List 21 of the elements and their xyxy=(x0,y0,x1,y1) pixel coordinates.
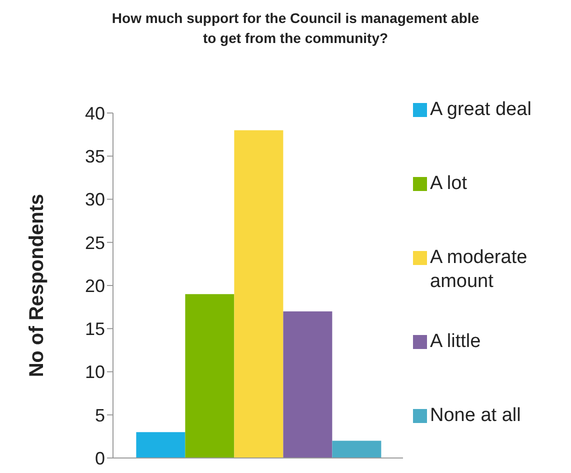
y-tick-label: 10 xyxy=(84,362,105,382)
y-tick-label: 40 xyxy=(84,103,105,124)
y-axis-title: No of Respondents xyxy=(26,194,48,378)
bar xyxy=(332,440,382,458)
bar xyxy=(185,294,234,458)
bar xyxy=(234,130,284,458)
y-tick-label: 30 xyxy=(84,190,105,210)
legend-label: None at all xyxy=(430,404,521,428)
bar xyxy=(136,432,186,458)
y-tick-label: 20 xyxy=(84,276,105,296)
legend-label: A great deal xyxy=(430,98,532,122)
y-tick-label: 35 xyxy=(84,146,105,167)
chart-title: How much support for the Council is management able to get from the community? xyxy=(110,9,480,48)
legend-label: A lot xyxy=(430,172,467,196)
y-tick-label: 25 xyxy=(84,232,105,253)
y-tick-label: 5 xyxy=(94,405,105,426)
bar xyxy=(283,311,332,458)
y-tick-label: 0 xyxy=(94,448,105,468)
y-tick-label: 15 xyxy=(84,319,105,340)
legend-label: A little xyxy=(430,330,481,354)
legend-label: A moderate amount xyxy=(430,246,528,294)
